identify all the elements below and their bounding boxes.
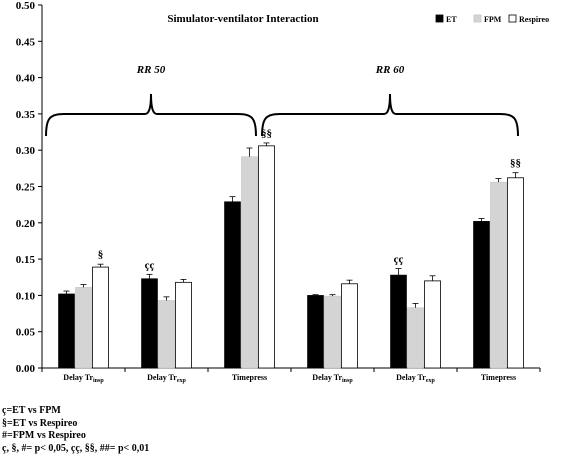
y-tick-label: 0.20 — [16, 218, 36, 230]
y-tick-label: 0.25 — [16, 182, 36, 194]
bar-fpm-3 — [324, 295, 341, 369]
legend-label-fpm: FPM — [484, 15, 502, 24]
legend-swatch-et — [435, 14, 444, 23]
y-tick-label: 0.35 — [16, 109, 36, 121]
y-tick-label: 0.10 — [16, 290, 36, 302]
y-axis: 0.00 0.05 0.10 0.15 0.20 0.25 0.30 0.35 0.40 0.45… — [16, 0, 43, 375]
chart-title: Simulator-ventilator Interaction — [167, 13, 318, 25]
bar-et-5 — [473, 221, 490, 369]
error-bars — [63, 142, 519, 308]
bar-fpm-0 — [75, 287, 92, 369]
bar-chart: 0.00 0.05 0.10 0.15 0.20 0.25 0.30 0.35 0.40 0.45… — [16, 0, 549, 384]
significance-annotations: § çç §§ çç §§ — [98, 128, 521, 271]
x-category-label: Delay Trexp — [147, 373, 186, 384]
rr-label: RR 60 — [375, 64, 405, 76]
bar-fpm-2 — [241, 156, 258, 369]
bar-respireo-5 — [507, 177, 524, 369]
rr-bracket — [45, 93, 257, 137]
significance-mark: çç — [145, 259, 155, 271]
x-category-label: Delay Trinsp — [63, 373, 104, 384]
legend: ET FPM Respireo — [435, 14, 549, 24]
bar-et-1 — [141, 278, 158, 369]
bar-respireo-3 — [341, 283, 358, 369]
x-category-label: Timepress — [232, 373, 267, 382]
legend-swatch-fpm — [473, 14, 482, 23]
significance-mark: §§ — [510, 158, 521, 170]
x-axis: Delay Trinsp Delay Trexp Timepress Delay Tr… — [41, 367, 541, 384]
bar-respireo-0 — [92, 266, 109, 369]
legend-label-et: ET — [446, 15, 457, 24]
bars — [58, 145, 524, 369]
bar-et-2 — [224, 201, 241, 369]
footnotes: ç=ET vs FPM §=ET vs Respireo #=FPM vs Re… — [2, 405, 149, 455]
x-category-label: Timepress — [481, 373, 516, 382]
bar-et-4 — [390, 274, 407, 369]
footnote-2: §=ET vs Respireo — [2, 417, 78, 429]
legend-label-respireo: Respireo — [519, 15, 549, 24]
y-tick-label: 0.30 — [16, 145, 36, 157]
x-category-label: Delay Trinsp — [312, 373, 353, 384]
footnote-3: #=FPM vs Respireo — [2, 430, 86, 441]
y-tick-label: 0.15 — [16, 254, 36, 266]
y-tick-label: 0.40 — [16, 73, 36, 85]
bar-fpm-5 — [490, 181, 507, 369]
bar-respireo-1 — [175, 281, 192, 369]
bar-et-0 — [58, 293, 75, 369]
significance-mark: §§ — [261, 128, 272, 140]
bar-et-3 — [307, 295, 324, 369]
significance-mark: çç — [394, 254, 404, 266]
footnote-4: ç, §, #= p< 0,05, çç, §§, ##= p< 0,01 — [2, 442, 150, 454]
rr-bracket — [261, 93, 519, 137]
x-category-label: Delay Trexp — [396, 373, 435, 384]
bar-respireo-2 — [258, 145, 275, 369]
bar-fpm-4 — [407, 307, 424, 369]
footnote-1: ç=ET vs FPM — [2, 405, 61, 416]
y-tick-label: 0.00 — [16, 363, 36, 375]
y-tick-label: 0.05 — [16, 327, 36, 339]
bar-respireo-4 — [424, 280, 441, 369]
y-tick-label: 0.45 — [16, 36, 36, 48]
y-tick-label: 0.50 — [16, 0, 36, 12]
rr-label: RR 50 — [136, 64, 166, 76]
group-brackets: RR 50 RR 60 — [45, 64, 519, 137]
significance-mark: § — [98, 249, 104, 261]
bar-fpm-1 — [158, 300, 175, 369]
legend-swatch-respireo — [508, 14, 517, 23]
